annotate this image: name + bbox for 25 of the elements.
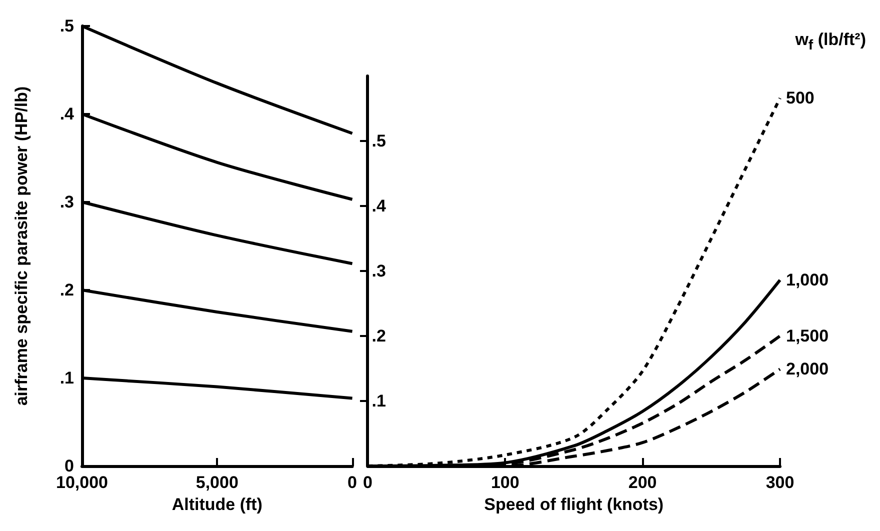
series-label: 2,000	[786, 360, 829, 379]
legend-title: w$_{f}$ (lb/ft²)	[795, 30, 866, 54]
y-tick-label: .5	[372, 132, 386, 150]
y-tick-label: .3	[372, 262, 386, 280]
y-tick-label: 0	[64, 456, 74, 476]
x-axis-title: Speed of flight (knots)	[484, 495, 664, 514]
series-label: 1,500	[786, 326, 829, 346]
series-label: 1,000	[786, 270, 829, 290]
x-tick-label: 300	[766, 473, 794, 492]
series-label: 500	[786, 88, 814, 108]
x-tick-label: 0	[348, 473, 358, 492]
x-tick-label: 5,000	[196, 473, 238, 492]
y-tick-label: .3	[60, 192, 74, 212]
y-tick-label: .4	[60, 104, 75, 124]
y-tick-label: .2	[372, 326, 386, 346]
y-tick-label: .1	[60, 368, 74, 388]
y-tick-label: .4	[372, 196, 386, 216]
x-tick-label: 200	[628, 473, 657, 492]
x-tick-label: 10,000	[56, 473, 108, 492]
x-axis-title: Altitude (ft)	[172, 495, 262, 514]
x-tick-label: 100	[490, 473, 520, 492]
y-axis-title: airframe specific parasite power (HP/lb)	[12, 86, 31, 406]
y-tick-label: .5	[60, 16, 74, 36]
y-tick-label: .1	[372, 392, 386, 410]
y-tick-label: .2	[60, 280, 74, 300]
